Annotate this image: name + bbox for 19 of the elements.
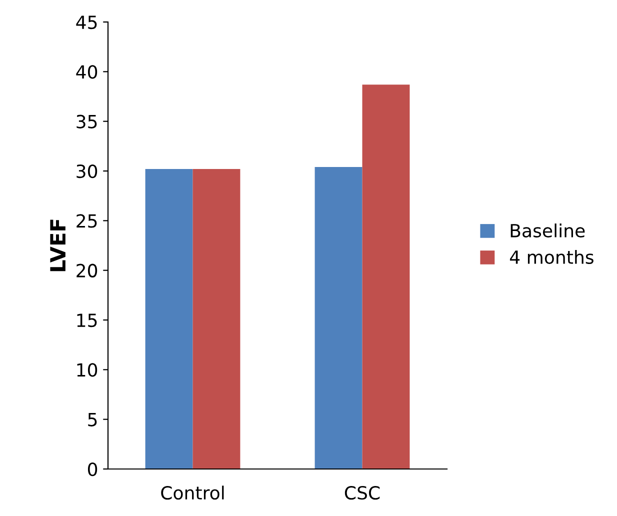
y-tick-label: 5 (88, 413, 97, 426)
x-tick-label: CSC (344, 486, 380, 500)
bar (314, 167, 362, 469)
y-tick-label: 10 (77, 363, 98, 377)
bar (145, 169, 193, 469)
y-axis-title: LVEF (50, 220, 66, 272)
legend-label: Baseline (510, 224, 585, 238)
y-tick-label: 30 (76, 164, 98, 178)
y-tick-label: 35 (76, 114, 97, 128)
bar (362, 84, 410, 469)
y-tick-label: 25 (76, 214, 97, 228)
y-tick-label: 15 (77, 314, 97, 328)
y-tick-label: 20 (76, 264, 98, 278)
y-tick-label: 45 (76, 16, 97, 30)
y-tick-label: 0 (88, 462, 98, 476)
legend-label: 4 months (510, 250, 594, 264)
bar (192, 169, 240, 469)
y-tick-label: 40 (76, 65, 98, 79)
x-tick-label: Control (161, 486, 224, 500)
